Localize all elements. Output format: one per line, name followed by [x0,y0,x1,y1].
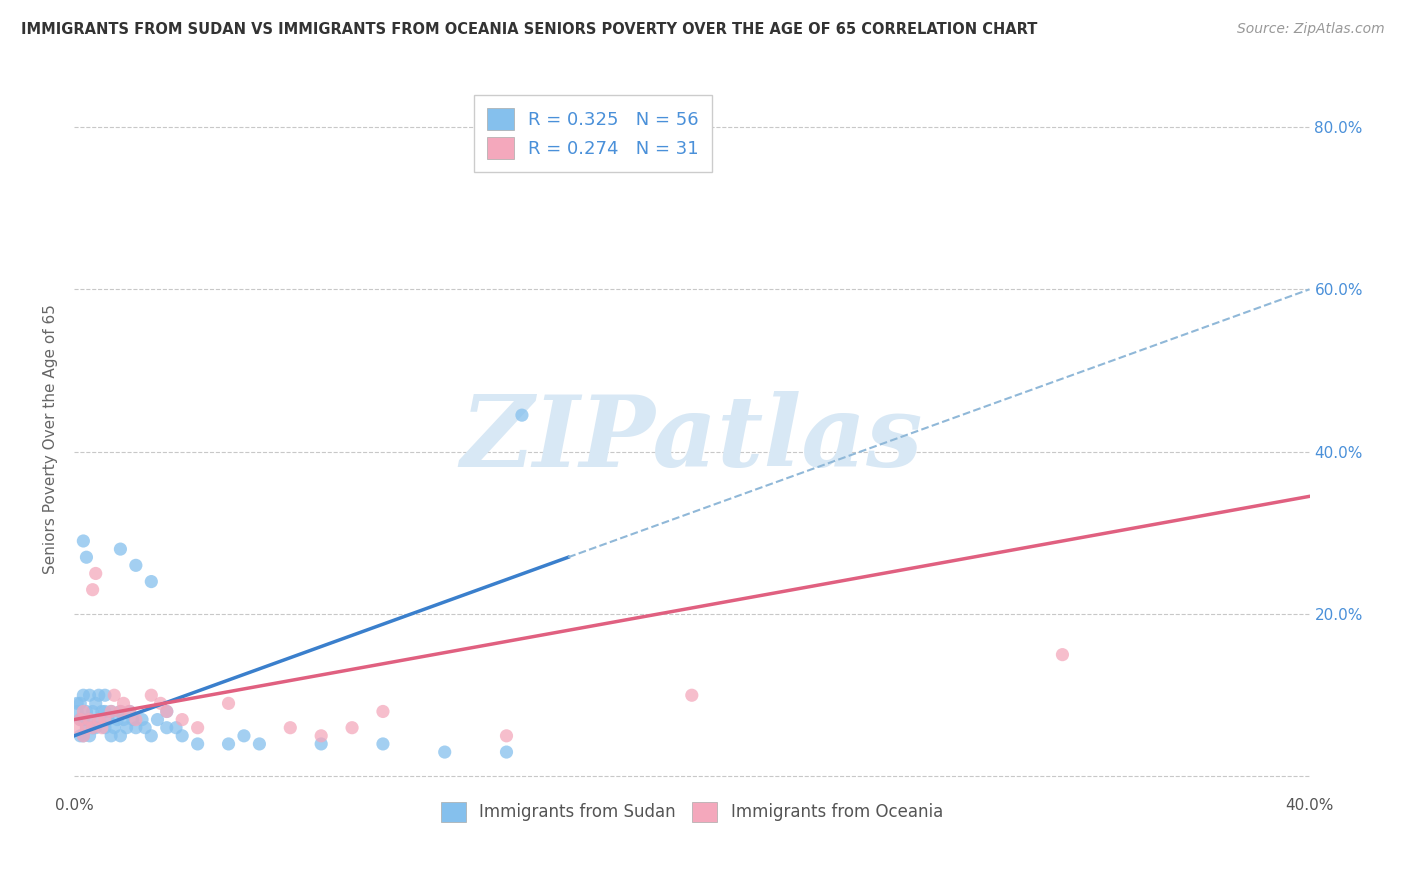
Point [1052,648,1074,662]
Point [75,721,97,735]
Text: ZIPatlas: ZIPatlas [461,392,922,488]
Point [69,729,91,743]
Point [97,713,120,727]
Point [233,729,256,743]
Point [309,737,332,751]
Point [72,533,94,548]
Point [75,705,97,719]
Point [103,721,125,735]
Point [340,721,363,735]
Point [118,705,141,719]
Point [79,688,101,702]
Point [165,721,187,735]
Point [110,705,132,719]
Point [94,688,117,702]
Point [172,713,194,727]
Point [115,721,138,735]
Point [433,745,456,759]
Point [510,408,533,422]
Point [94,713,117,727]
Point [110,705,132,719]
Point [79,729,101,743]
Point [187,737,209,751]
Point [278,721,301,735]
Point [218,737,240,751]
Point [371,737,394,751]
Point [156,705,179,719]
Point [94,705,117,719]
Point [495,745,517,759]
Point [100,705,122,719]
Point [69,713,91,727]
Point [112,697,135,711]
Point [87,688,110,702]
Point [495,729,517,743]
Point [121,713,143,727]
Point [247,737,270,751]
Point [94,721,117,735]
Point [69,713,91,727]
Point [105,713,128,727]
Point [87,713,110,727]
Point [87,713,110,727]
Point [75,721,97,735]
Point [100,705,122,719]
Point [72,688,94,702]
Text: Source: ZipAtlas.com: Source: ZipAtlas.com [1237,22,1385,37]
Point [72,705,94,719]
Point [90,721,112,735]
Point [146,713,169,727]
Text: IMMIGRANTS FROM SUDAN VS IMMIGRANTS FROM OCEANIA SENIORS POVERTY OVER THE AGE OF: IMMIGRANTS FROM SUDAN VS IMMIGRANTS FROM… [21,22,1038,37]
Point [125,558,148,573]
Point [118,705,141,719]
Point [100,729,122,743]
Point [66,705,89,719]
Point [82,721,104,735]
Point [187,721,209,735]
Point [82,721,104,735]
Point [125,721,148,735]
Point [141,688,163,702]
Point [66,721,89,735]
Point [66,697,89,711]
Point [172,729,194,743]
Point [110,542,132,557]
Point [75,550,97,565]
Point [84,566,107,581]
Point [90,705,112,719]
Y-axis label: Seniors Poverty Over the Age of 65: Seniors Poverty Over the Age of 65 [44,304,58,574]
Point [141,729,163,743]
Point [371,705,394,719]
Point [218,697,240,711]
Point [79,713,101,727]
Point [69,697,91,711]
Point [79,713,101,727]
Legend: Immigrants from Sudan, Immigrants from Oceania: Immigrants from Sudan, Immigrants from O… [429,790,955,834]
Point [84,721,107,735]
Point [112,713,135,727]
Point [141,574,163,589]
Point [72,729,94,743]
Point [156,721,179,735]
Point [309,729,332,743]
Point [681,688,703,702]
Point [125,713,148,727]
Point [134,721,156,735]
Point [131,713,153,727]
Point [103,688,125,702]
Point [82,705,104,719]
Point [149,697,172,711]
Point [82,582,104,597]
Point [156,705,179,719]
Point [72,713,94,727]
Point [72,729,94,743]
Point [84,697,107,711]
Point [110,729,132,743]
